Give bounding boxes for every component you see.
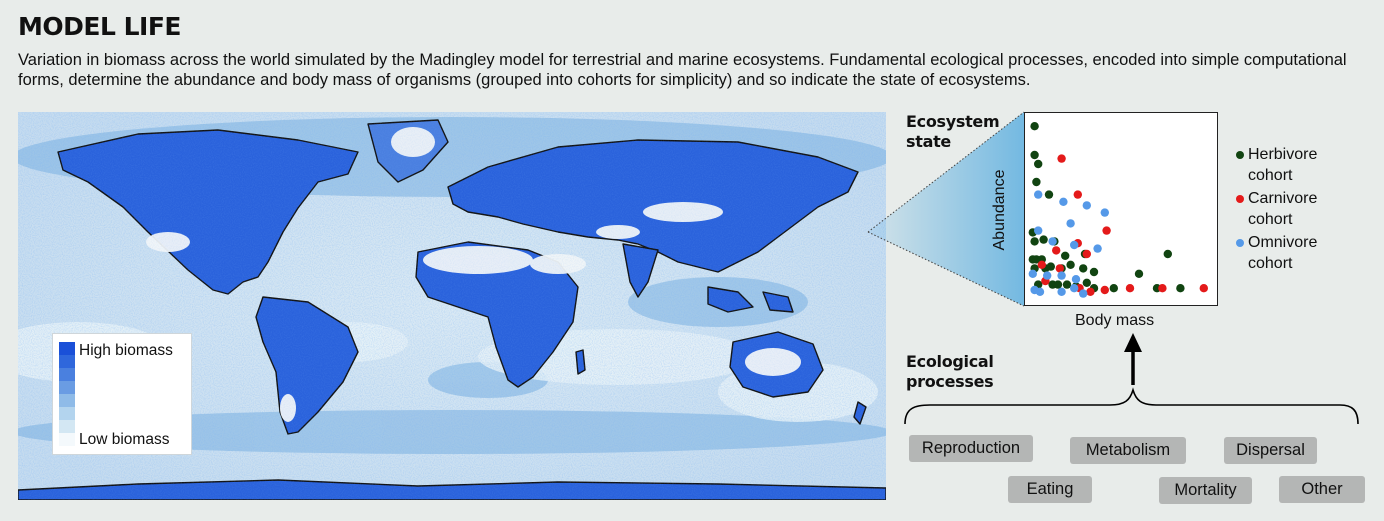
process-reproduction: Reproduction (909, 435, 1033, 462)
herbivore-cohort-point-2 (1034, 159, 1043, 169)
process-eating: Eating (1008, 476, 1092, 503)
omnivore-cohort-point-2 (1082, 201, 1091, 210)
carnivore-cohort-point-6 (1037, 260, 1046, 269)
herbivore-cohort-point-25 (1062, 280, 1072, 289)
carnivore-cohort-point-10 (1086, 287, 1095, 296)
omnivore-cohort-point-15 (1057, 287, 1066, 296)
legend-dot-herbivore (1236, 151, 1244, 159)
ecosystem-state-heading: Ecosystem state (906, 112, 1000, 151)
omnivore-cohort-point-12 (1071, 275, 1081, 284)
process-mortality: Mortality (1159, 477, 1252, 504)
herbivore-cohort-point-0 (1030, 122, 1039, 131)
legend-dot-carnivore (1236, 195, 1244, 203)
legend-omnivore: Omnivore cohort (1248, 234, 1318, 272)
scatter-plot-frame (1024, 112, 1218, 306)
legend-carnivore: Carnivore cohort (1248, 190, 1318, 228)
carnivore-cohort-point-1 (1073, 190, 1082, 199)
carnivore-cohort-point-0 (1057, 154, 1066, 163)
carnivore-cohort-point-14 (1199, 284, 1208, 293)
herbivore-cohort-point-19 (1079, 264, 1088, 273)
x-axis-label: Body mass (1075, 312, 1155, 329)
omnivore-cohort-point-3 (1100, 208, 1109, 217)
omnivore-cohort-point-7 (1070, 240, 1079, 250)
y-axis-label: Abundance (991, 169, 1008, 251)
herbivore-cohort-point-27 (1082, 278, 1091, 287)
herbivore-cohort-point-21 (1163, 249, 1172, 259)
scatter-plot (1028, 122, 1208, 298)
herbivore-cohort-point-24 (1053, 280, 1063, 289)
page-subtitle: Variation in biomass across the world si… (18, 51, 1347, 89)
herbivore-cohort-point-1 (1030, 150, 1039, 160)
omnivore-cohort-point-10 (1043, 271, 1052, 280)
herbivore-cohort-point-20 (1089, 267, 1099, 277)
process-other: Other (1279, 476, 1365, 503)
omnivore-cohort-point-9 (1028, 269, 1037, 278)
process-metabolism: Metabolism (1070, 437, 1186, 464)
carnivore-cohort-point-2 (1052, 246, 1061, 255)
carnivore-cohort-point-5 (1102, 226, 1111, 235)
biomass-color-ramp (59, 342, 75, 446)
herbivore-cohort-point-18 (1066, 260, 1075, 269)
carnivore-cohort-point-11 (1100, 285, 1109, 295)
herbivore-cohort-point-29 (1109, 284, 1118, 293)
legend-dot-omnivore (1236, 239, 1244, 247)
omnivore-cohort-point-14 (1035, 287, 1045, 296)
omnivore-cohort-point-17 (1079, 289, 1088, 298)
omnivore-cohort-point-8 (1093, 244, 1102, 253)
herbivore-cohort-point-16 (1046, 262, 1055, 271)
omnivore-cohort-point-16 (1070, 284, 1079, 293)
carnivore-cohort-point-7 (1055, 264, 1064, 273)
herbivore-cohort-point-3 (1032, 177, 1041, 187)
carnivore-cohort-point-13 (1158, 284, 1167, 293)
legend-high-label: High biomass (79, 342, 173, 359)
carnivore-cohort-point-4 (1082, 249, 1091, 259)
herbivore-cohort-point-6 (1030, 237, 1039, 246)
page-title: MODEL LIFE (18, 12, 181, 41)
omnivore-cohort-point-6 (1048, 237, 1057, 246)
legend-low-label: Low biomass (79, 431, 170, 448)
omnivore-cohort-point-5 (1034, 226, 1043, 235)
herbivore-cohort-point-4 (1044, 190, 1054, 199)
herbivore-cohort-point-7 (1039, 235, 1048, 244)
omnivore-cohort-point-0 (1034, 190, 1043, 199)
herbivore-cohort-point-12 (1061, 251, 1070, 260)
omnivore-cohort-point-1 (1059, 197, 1068, 206)
omnivore-cohort-point-11 (1057, 271, 1066, 280)
process-dispersal: Dispersal (1224, 437, 1317, 464)
biomass-legend: High biomass Low biomass (52, 333, 192, 455)
omnivore-cohort-point-4 (1066, 219, 1075, 228)
herbivore-cohort-point-30 (1134, 269, 1144, 278)
ecological-processes-heading: Ecological processes (906, 352, 994, 391)
carnivore-cohort-point-12 (1125, 284, 1135, 293)
herbivore-cohort-point-32 (1176, 284, 1185, 293)
legend-herbivore: Herbivore cohort (1248, 146, 1318, 184)
